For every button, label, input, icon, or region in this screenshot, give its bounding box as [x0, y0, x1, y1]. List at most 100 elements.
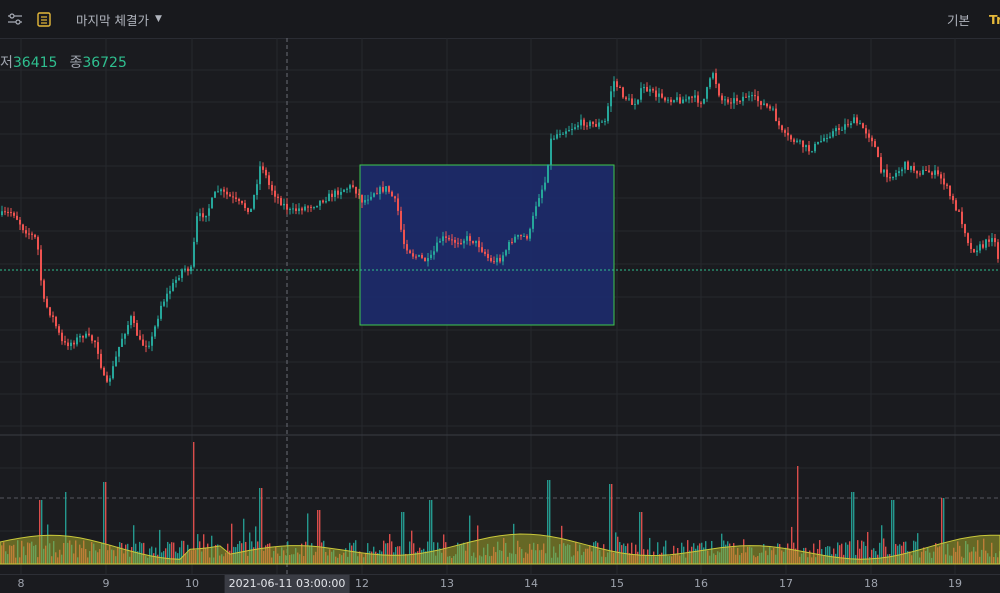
candle-body: [535, 206, 537, 216]
candle-body: [475, 240, 477, 244]
view-basic-button[interactable]: 기본: [947, 0, 970, 38]
candle-body: [202, 213, 204, 218]
volume-bar: [611, 484, 613, 564]
document-list-icon[interactable]: [37, 0, 51, 38]
volume-bar: [847, 544, 849, 564]
candle-body: [424, 257, 426, 262]
candle-body: [823, 138, 825, 142]
candle-body: [586, 125, 588, 127]
volume-bar: [617, 536, 619, 564]
volume-bar: [413, 543, 415, 564]
chart-canvas[interactable]: [0, 38, 1000, 592]
candle-body: [379, 187, 381, 194]
candle-body: [892, 176, 894, 179]
time-axis[interactable]: 8 9 10 12 13 14 15 16 17 18 19 2021-06-1…: [0, 574, 1000, 593]
crosshair-time-label: 2021-06-11 03:00:00: [224, 575, 350, 593]
candle-body: [142, 339, 144, 346]
volume-bar: [389, 534, 391, 564]
candle-body: [754, 95, 756, 97]
volume-bar: [631, 542, 633, 564]
candle-body: [865, 128, 867, 134]
candle-body: [934, 170, 936, 175]
volume-bar: [167, 541, 169, 564]
candlestick-series: [1, 68, 999, 386]
price-chart[interactable]: [0, 38, 1000, 574]
candle-body: [247, 208, 249, 212]
candle-body: [658, 93, 660, 97]
candle-body: [199, 213, 201, 217]
candle-body: [751, 95, 753, 97]
candle-body: [922, 169, 924, 175]
candle-body: [136, 322, 138, 336]
volume-bar: [65, 492, 67, 564]
x-tick-label: 15: [610, 577, 624, 590]
volume-bar: [317, 510, 319, 564]
view-tradingview-button[interactable]: Tr: [989, 0, 1000, 38]
volume-bar: [165, 548, 167, 564]
price-type-dropdown[interactable]: 마지막 체결가 ▼: [76, 0, 162, 38]
candle-body: [796, 140, 798, 142]
candle-body: [220, 189, 222, 192]
candle-body: [346, 188, 348, 190]
volume-bar: [791, 526, 793, 564]
candle-body: [97, 342, 99, 354]
candle-body: [127, 325, 129, 335]
candle-body: [229, 194, 231, 197]
volume-bar: [837, 542, 839, 564]
candle-body: [805, 145, 807, 148]
candle-body: [511, 241, 513, 243]
candle-body: [409, 250, 411, 254]
candle-body: [913, 166, 915, 171]
candle-body: [958, 210, 960, 212]
candle-body: [286, 203, 288, 210]
candle-body: [508, 241, 510, 251]
candle-body: [622, 87, 624, 98]
candle-body: [967, 233, 969, 244]
volume-bar: [431, 500, 433, 564]
candle-body: [721, 95, 723, 101]
candle-body: [790, 135, 792, 140]
candle-body: [991, 238, 993, 242]
candle-body: [820, 141, 822, 143]
candle-body: [166, 293, 168, 302]
volume-bar: [143, 542, 145, 564]
candle-body: [904, 161, 906, 170]
candle-body: [709, 78, 711, 88]
candle-body: [541, 189, 543, 199]
candle-body: [355, 186, 357, 194]
candle-body: [304, 206, 306, 211]
candle-body: [349, 185, 351, 189]
sliders-icon[interactable]: [8, 0, 22, 38]
candle-body: [478, 240, 480, 248]
candle-body: [553, 138, 555, 140]
x-tick-label: 19: [948, 577, 962, 590]
candle-body: [322, 200, 324, 203]
candle-body: [43, 280, 45, 299]
candle-body: [907, 161, 909, 170]
candle-body: [106, 375, 108, 382]
candle-body: [487, 253, 489, 259]
candle-body: [898, 171, 900, 174]
candle-body: [103, 367, 105, 376]
candle-body: [628, 98, 630, 100]
candle-body: [421, 254, 423, 258]
volume-bar: [179, 547, 181, 564]
candle-body: [10, 212, 12, 214]
candle-body: [310, 206, 312, 208]
candle-body: [496, 257, 498, 263]
candle-body: [490, 258, 492, 262]
candle-body: [844, 124, 846, 130]
candle-body: [919, 173, 921, 175]
candle-body: [271, 184, 273, 191]
candle-body: [79, 335, 81, 338]
candle-body: [505, 250, 507, 256]
candle-body: [808, 145, 810, 152]
candle-body: [1, 211, 3, 215]
candle-body: [448, 237, 450, 240]
candle-body: [358, 193, 360, 195]
volume-bar: [833, 548, 835, 564]
candle-body: [712, 73, 714, 79]
candle-body: [328, 193, 330, 202]
volume-bar: [851, 492, 853, 564]
candle-body: [760, 101, 762, 105]
